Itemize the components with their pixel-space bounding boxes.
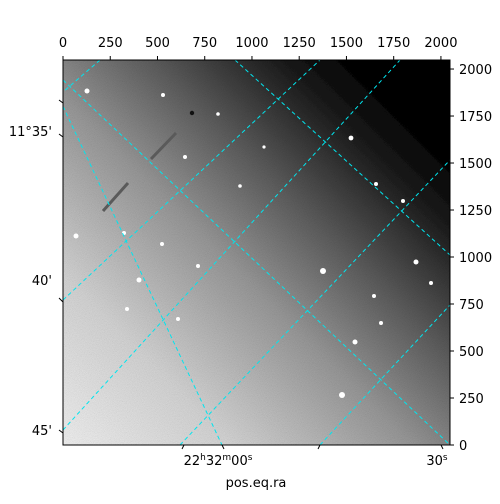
dec-tick: [58, 133, 64, 138]
right-axis-tick-label: 250: [459, 392, 484, 407]
star: [189, 110, 195, 116]
sky-image: [63, 60, 450, 445]
star: [413, 259, 419, 265]
star-field: [73, 88, 433, 398]
plot-frame: [62, 59, 451, 446]
right-axis-tick-label: 500: [459, 345, 484, 360]
star: [84, 88, 90, 94]
star: [348, 135, 354, 141]
dec-tick: [58, 99, 64, 104]
trail-streak: [149, 131, 178, 161]
right-axis-tick-label: 1750: [459, 110, 492, 125]
top-axis-tick-label: 1750: [377, 36, 410, 51]
top-pixel-axis: 0 250 500 750 1000 1250 1500 1750 2000: [59, 36, 457, 60]
top-axis-tick-label: 750: [192, 36, 217, 51]
star: [372, 294, 376, 298]
star: [429, 281, 433, 285]
top-axis-tick-label: 250: [98, 36, 123, 51]
ra-tick: [440, 444, 444, 450]
star: [73, 233, 79, 239]
ra-tick: [221, 444, 225, 450]
star: [352, 339, 358, 345]
ra-tick: [181, 444, 185, 450]
star: [216, 112, 220, 116]
star: [160, 242, 164, 246]
top-axis-tick-label: 500: [145, 36, 170, 51]
star: [183, 155, 187, 159]
grid-line: [234, 60, 450, 256]
star: [176, 317, 180, 321]
grid-line: [179, 159, 450, 445]
star: [262, 145, 266, 149]
grid-line: [63, 105, 223, 445]
right-axis-tick-label: 750: [459, 298, 484, 313]
right-pixel-axis: 0 250 500 750 1000 1250 1500 1750 2000: [450, 63, 492, 454]
trail-streak: [101, 182, 130, 212]
sky-background: [63, 60, 450, 445]
right-axis-tick-label: 1000: [459, 251, 492, 266]
grid-line: [63, 60, 101, 93]
grid-line: [319, 304, 450, 445]
ra-tick-label-main: 22h32m00s: [184, 453, 253, 469]
star: [136, 277, 142, 283]
top-axis-tick-label: 0: [59, 36, 67, 51]
star: [238, 184, 242, 188]
star: [379, 321, 383, 325]
dec-tick: [58, 297, 64, 303]
dec-tick-label: 11°35': [9, 125, 52, 140]
star: [339, 392, 345, 398]
star: [401, 199, 405, 203]
ra-tick: [317, 444, 321, 450]
star: [374, 182, 378, 186]
star: [161, 93, 165, 97]
top-axis-tick-label: 1000: [235, 36, 268, 51]
dec-tick-label: 45': [32, 424, 52, 439]
ra-tick-label-secondary: 30s: [426, 453, 448, 469]
right-axis-tick-label: 1250: [459, 204, 492, 219]
coordinate-grid: [63, 60, 450, 445]
star: [320, 268, 326, 274]
grid-line: [63, 79, 450, 445]
dec-tick-label: 40': [32, 274, 52, 289]
dec-tick: [58, 429, 64, 434]
x-axis-label: pos.eq.ra: [226, 476, 287, 491]
top-axis-tick-label: 1250: [283, 36, 316, 51]
star: [196, 264, 200, 268]
ra-axis: 22h32m00s 30s pos.eq.ra: [181, 444, 448, 491]
right-axis-tick-label: 0: [459, 439, 467, 454]
dec-axis: 11°35' 40' 45': [9, 99, 64, 439]
star: [125, 307, 129, 311]
top-axis-tick-label: 2000: [424, 36, 457, 51]
right-axis-tick-label: 1500: [459, 157, 492, 172]
top-axis-tick-label: 1500: [330, 36, 363, 51]
right-axis-tick-label: 2000: [459, 63, 492, 78]
grid-line: [63, 60, 321, 301]
